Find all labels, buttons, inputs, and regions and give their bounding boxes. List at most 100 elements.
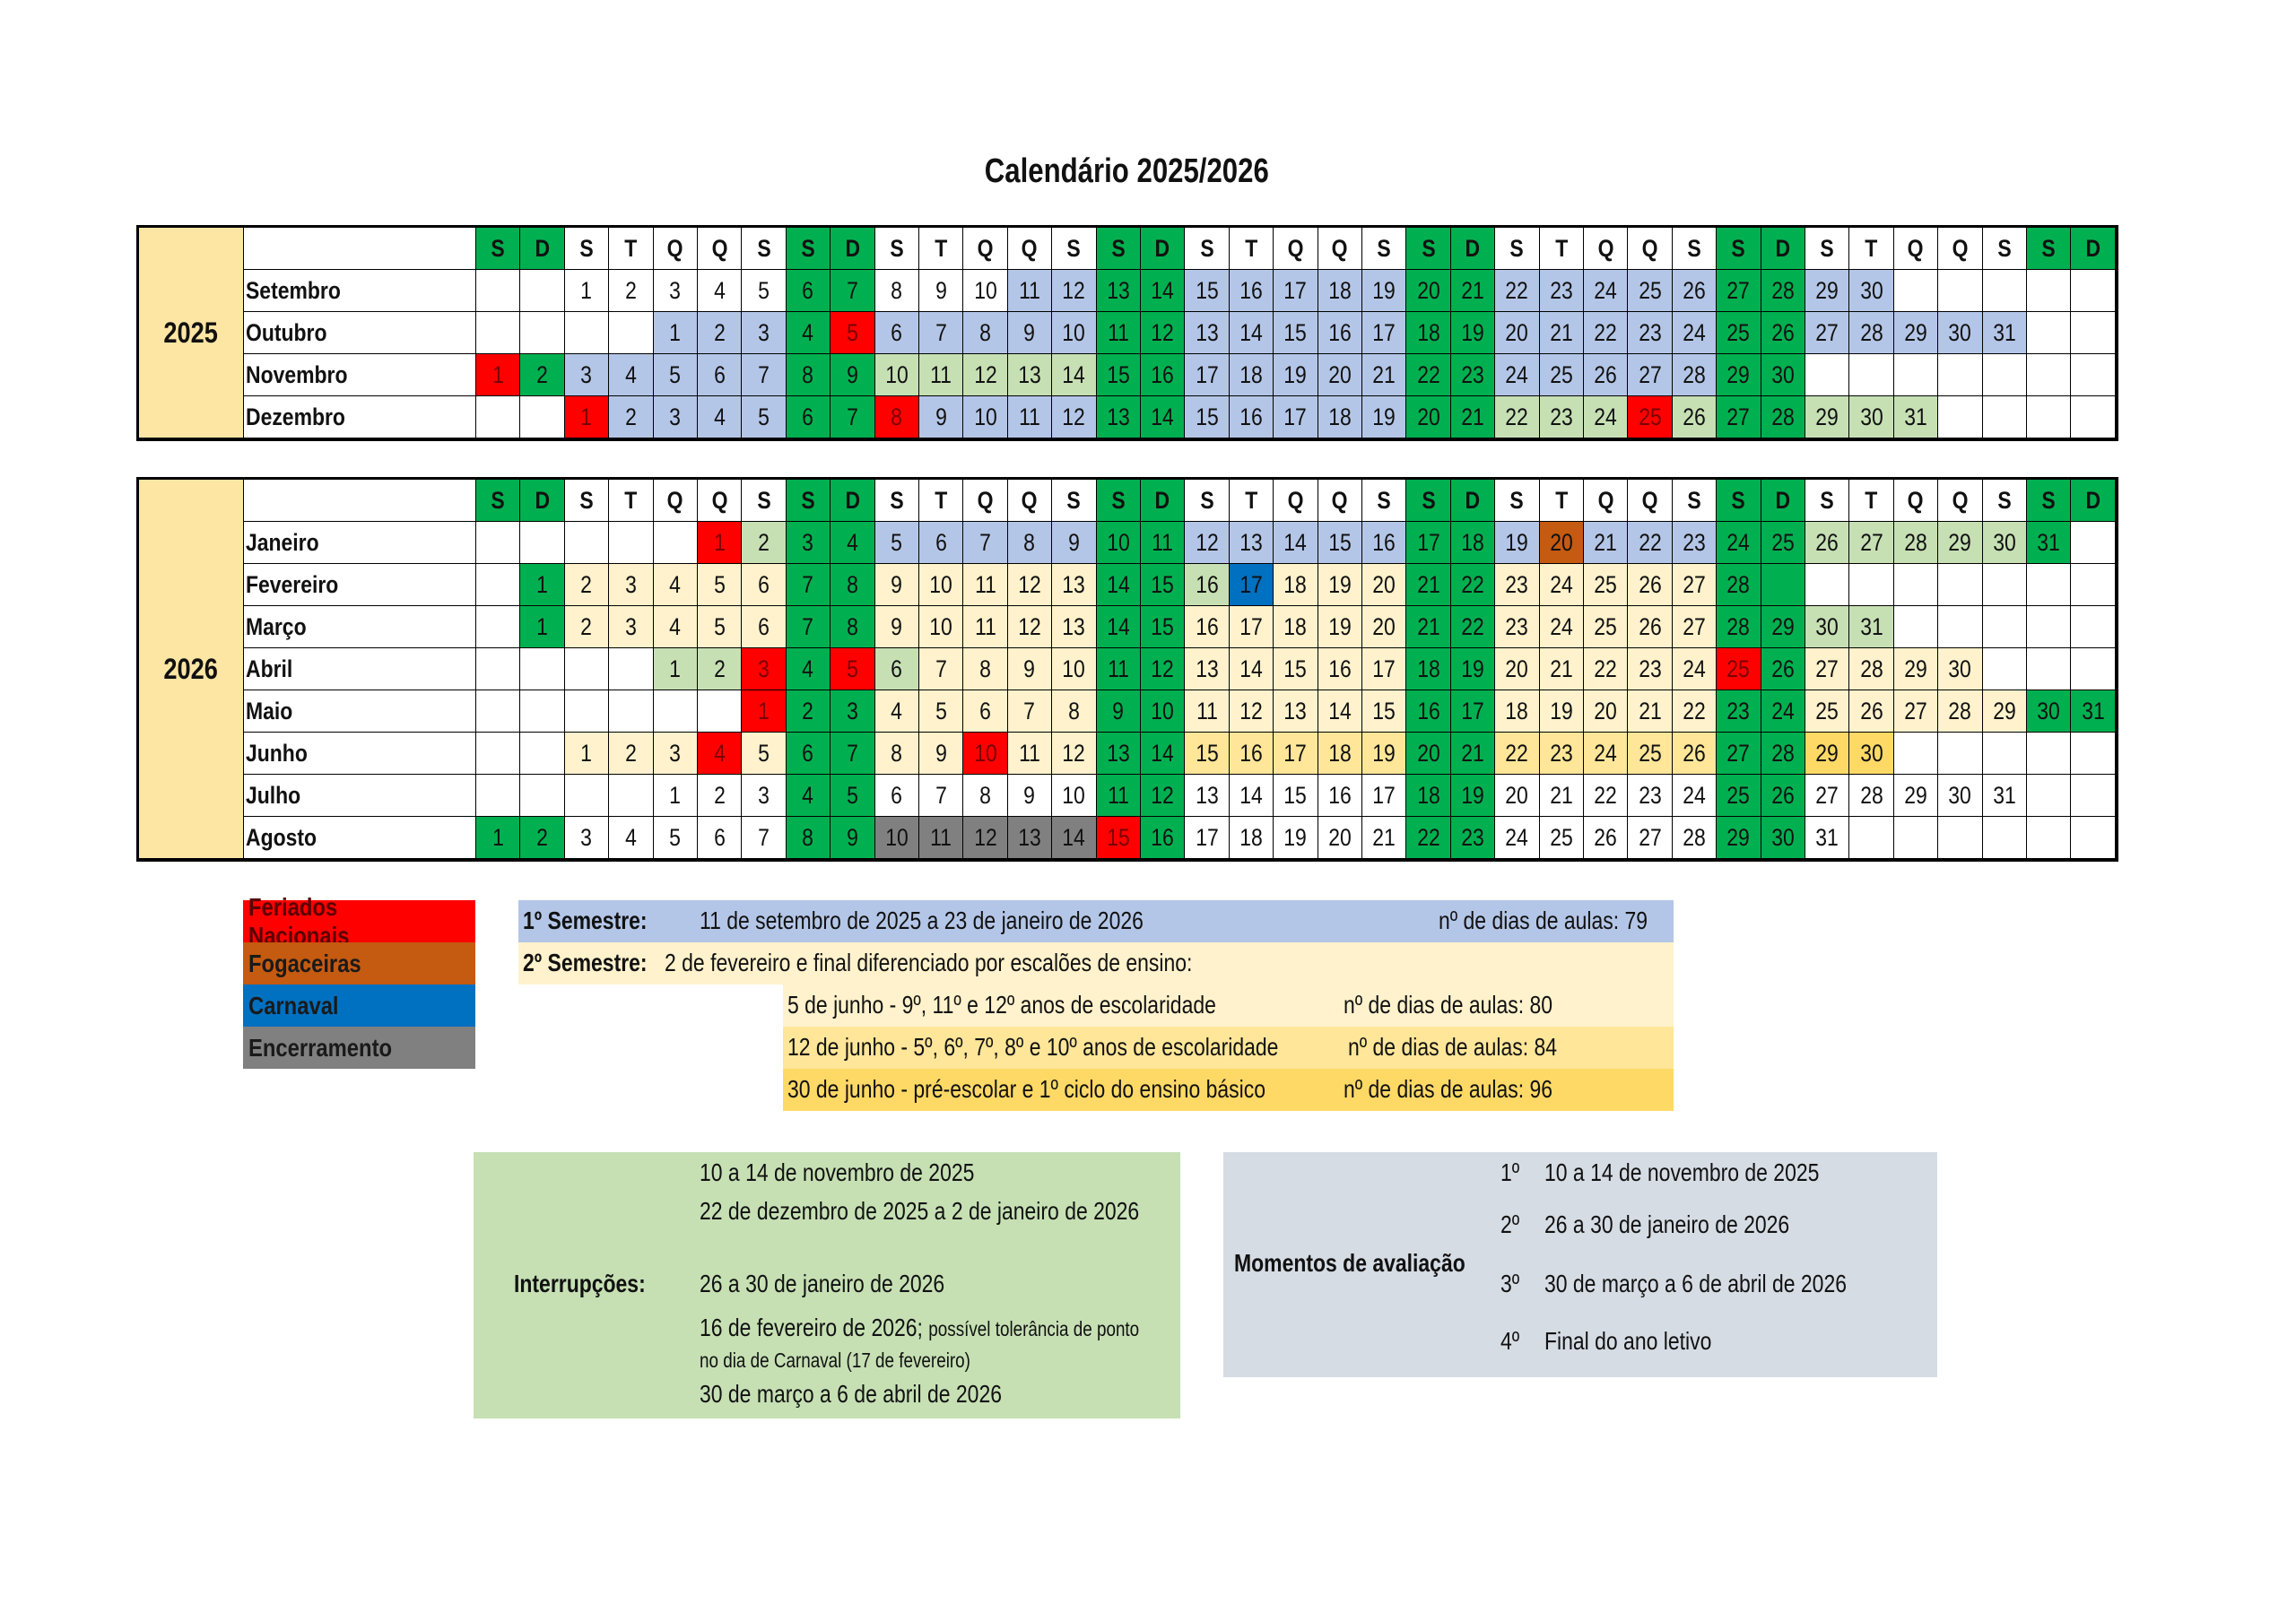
day-cell-text: 29 xyxy=(1904,781,1927,809)
day-cell-text: 12 xyxy=(1062,739,1086,767)
day-cell xyxy=(1760,563,1805,606)
day-cell-text: 3 xyxy=(758,655,770,682)
day-cell: 3 xyxy=(830,690,875,733)
day-cell: 19 xyxy=(1449,311,1496,354)
day-cell-text: 2 xyxy=(624,403,637,430)
day-cell: 22 xyxy=(1405,353,1451,396)
day-cell xyxy=(563,690,610,733)
day-cell xyxy=(652,521,698,564)
day-cell-text: 10 xyxy=(973,276,997,304)
day-cell-text: 22 xyxy=(1594,781,1617,809)
day-cell-text: 30 xyxy=(1948,318,1972,346)
day-cell-text: 6 xyxy=(758,570,770,598)
day-cell-text: 5 xyxy=(935,697,947,724)
day-cell-text: 18 xyxy=(1416,781,1440,809)
day-cell-text: 21 xyxy=(1416,570,1440,598)
day-cell: 21 xyxy=(1449,269,1496,312)
weekday-header: Q xyxy=(1892,479,1939,522)
day-cell-text: 22 xyxy=(1416,360,1440,388)
day-cell-text: 16 xyxy=(1372,528,1396,556)
day-cell xyxy=(519,732,565,775)
weekday-header: S xyxy=(1716,227,1761,270)
day-cell: 26 xyxy=(1583,816,1629,859)
ending-text: 30 de junho - pré-escolar e 1º ciclo do … xyxy=(787,1075,1265,1103)
day-cell: 24 xyxy=(1760,690,1805,733)
day-cell: 5 xyxy=(697,563,743,606)
day-cell-text: 6 xyxy=(802,739,814,767)
weekday-header-text: D xyxy=(535,486,550,514)
day-cell-text: 3 xyxy=(802,528,814,556)
weekday-header-text: T xyxy=(1244,234,1257,262)
day-cell: 3 xyxy=(785,521,831,564)
day-cell-text: 30 xyxy=(1859,739,1883,767)
day-cell-text: 29 xyxy=(1904,318,1927,346)
weekday-header: S xyxy=(2026,227,2072,270)
day-cell: 15 xyxy=(1273,774,1318,817)
weekday-header-text: S xyxy=(1509,486,1525,514)
day-cell-text: 26 xyxy=(1594,360,1617,388)
day-cell: 11 xyxy=(1006,395,1053,438)
day-cell: 1 xyxy=(519,605,565,648)
day-cell: 31 xyxy=(1892,395,1939,438)
day-cell-text: 28 xyxy=(1726,612,1751,640)
day-cell: 23 xyxy=(1538,732,1584,775)
day-cell-text: 20 xyxy=(1505,781,1529,809)
weekday-header: S xyxy=(1184,227,1230,270)
day-cell: 20 xyxy=(1405,732,1451,775)
day-cell: 27 xyxy=(1716,395,1761,438)
day-cell-text: 4 xyxy=(846,528,858,556)
month-label: Junho xyxy=(243,732,476,775)
weekday-header-text: S xyxy=(579,234,594,262)
day-cell-text: 29 xyxy=(1815,403,1839,430)
weekday-header-text: Q xyxy=(1908,234,1924,262)
day-cell xyxy=(608,311,654,354)
year-cell-text: 2026 xyxy=(163,652,219,685)
day-cell-text: 11 xyxy=(1019,739,1040,767)
day-cell: 7 xyxy=(741,353,787,396)
day-cell-text: 14 xyxy=(1107,570,1130,598)
day-cell-text: 24 xyxy=(1505,823,1529,851)
day-cell: 9 xyxy=(1006,774,1053,817)
weekday-header-text: D xyxy=(1465,486,1481,514)
day-cell-text: 30 xyxy=(1771,823,1795,851)
day-cell-text: 27 xyxy=(1683,612,1706,640)
day-cell xyxy=(608,647,654,690)
day-cell: 14 xyxy=(1317,690,1362,733)
day-cell: 13 xyxy=(1184,311,1230,354)
weekday-header-text: S xyxy=(1687,234,1701,262)
day-cell: 9 xyxy=(874,563,919,606)
weekday-header-text: S xyxy=(1066,486,1082,514)
day-cell-text: 22 xyxy=(1594,318,1617,346)
month-label: Novembro xyxy=(243,353,476,396)
semester-text: 2 de fevereiro e final diferenciado por … xyxy=(665,949,1193,976)
day-cell: 12 xyxy=(962,816,1008,859)
day-cell-text: 30 xyxy=(1993,528,2016,556)
weekday-header-text: S xyxy=(1820,486,1834,514)
day-cell: 19 xyxy=(1494,521,1540,564)
day-cell-text: 20 xyxy=(1416,403,1440,430)
day-cell-text: 28 xyxy=(1859,781,1883,809)
weekday-header: S xyxy=(563,479,610,522)
day-cell: 28 xyxy=(1848,774,1894,817)
day-cell: 29 xyxy=(1805,269,1850,312)
day-cell-text: 11 xyxy=(930,823,952,851)
day-cell xyxy=(608,774,654,817)
day-cell-text: 14 xyxy=(1239,655,1263,682)
day-cell: 28 xyxy=(1716,605,1761,648)
day-cell-text: 31 xyxy=(1815,823,1839,851)
day-cell-text: 24 xyxy=(1683,655,1706,682)
day-cell-text: 6 xyxy=(891,318,903,346)
day-cell: 29 xyxy=(1805,395,1850,438)
month-label-text: Dezembro xyxy=(246,403,345,430)
day-cell-text: 14 xyxy=(1328,697,1352,724)
day-cell: 8 xyxy=(1051,690,1097,733)
weekday-header-text: S xyxy=(1199,234,1214,262)
day-cell: 13 xyxy=(1184,774,1230,817)
day-cell-text: 19 xyxy=(1550,697,1573,724)
day-cell: 14 xyxy=(1140,269,1186,312)
day-cell: 21 xyxy=(1583,521,1629,564)
day-cell-text: 21 xyxy=(1461,403,1484,430)
day-cell: 30 xyxy=(1937,647,1983,690)
day-cell-text: 5 xyxy=(669,823,682,851)
legend-item-text: Fogaceiras xyxy=(248,949,361,977)
